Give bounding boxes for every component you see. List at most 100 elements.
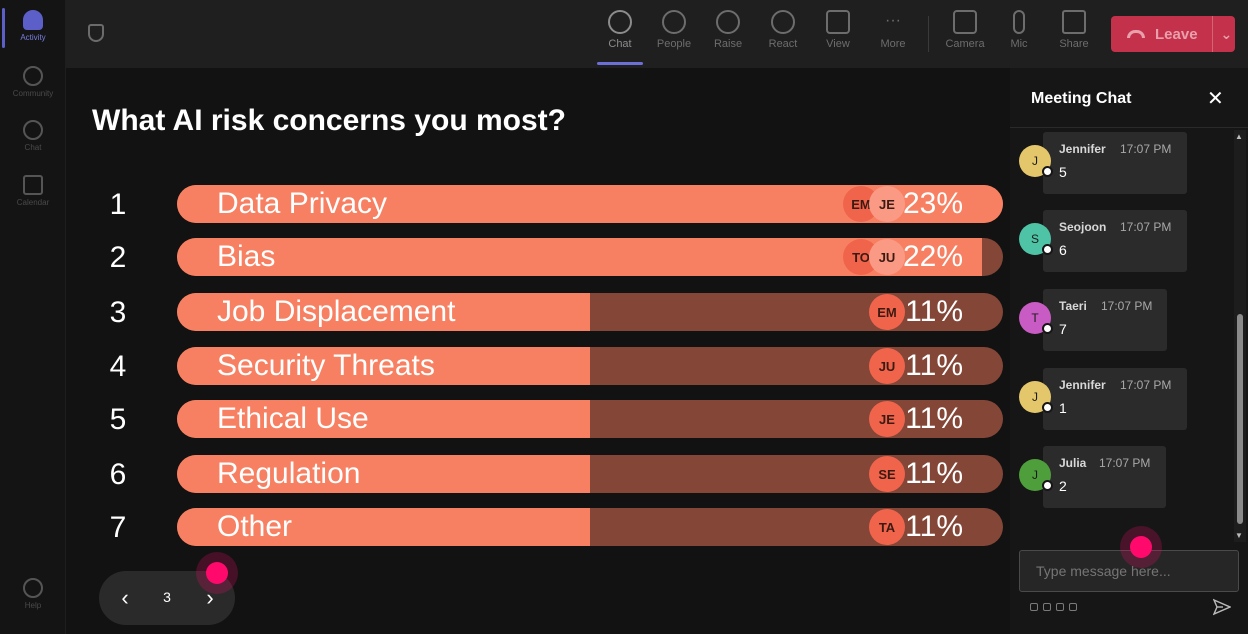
scroll-down-icon[interactable]: ▼	[1235, 531, 1243, 540]
option-percent: 11%	[905, 510, 963, 543]
rail-item-label: Calendar	[16, 198, 50, 207]
result-bar: Ethical Use JE 11%	[177, 400, 1003, 438]
option-percent: 11%	[905, 295, 963, 328]
rail-item-help[interactable]: Help	[0, 578, 66, 610]
poll-option-row: 4 Security Threats JU 11%	[66, 347, 1010, 385]
option-label: Security Threats	[217, 349, 435, 382]
chat-message[interactable]: Seojoon 17:07 PM 6	[1043, 210, 1187, 272]
message-timestamp: 17:07 PM	[1120, 142, 1172, 156]
format-icon[interactable]	[1030, 603, 1038, 611]
compose-tools	[1030, 603, 1077, 611]
poll-option-row: 5 Ethical Use JE 11%	[66, 400, 1010, 438]
message-text: 6	[1059, 242, 1067, 258]
close-icon[interactable]: ✕	[1207, 88, 1224, 110]
view-button[interactable]: View	[814, 10, 862, 50]
chat-message[interactable]: Jennifer 17:07 PM 5	[1043, 132, 1187, 194]
option-label: Bias	[217, 240, 276, 273]
poll-option-row: 3 Job Displacement EM 11%	[66, 293, 1010, 331]
presence-indicator	[1042, 244, 1053, 255]
send-icon[interactable]	[1213, 598, 1231, 616]
result-bar: Regulation SE 11%	[177, 455, 1003, 493]
share-button-label: Share	[1059, 38, 1089, 50]
raise-hand-button[interactable]: Raise	[704, 10, 752, 50]
avatar[interactable]: J	[1019, 145, 1053, 177]
chevron-left-icon[interactable]: ‹	[121, 585, 129, 610]
option-percent: 11%	[905, 349, 963, 382]
rail-item-community[interactable]: Community	[0, 66, 66, 98]
toolbar-divider	[928, 16, 929, 52]
more-button[interactable]: ··· More	[869, 10, 917, 50]
sender-name: Jennifer	[1059, 142, 1106, 156]
chat-header: Meeting Chat ✕	[1010, 68, 1248, 128]
rail-item-chat[interactable]: Chat	[0, 120, 66, 152]
emoji-icon[interactable]	[1056, 603, 1064, 611]
cursor-indicator	[206, 562, 228, 584]
bell-icon	[23, 10, 43, 30]
option-rank: 7	[109, 511, 127, 544]
sender-name: Taeri	[1059, 299, 1087, 313]
result-bar-fill	[177, 455, 590, 493]
option-percent: 11%	[905, 457, 963, 490]
avatar-initial: T	[1031, 311, 1039, 325]
avatar[interactable]: S	[1019, 223, 1053, 255]
chat-title: Meeting Chat	[1031, 90, 1132, 107]
result-bar: Job Displacement EM 11%	[177, 293, 1003, 331]
voter-avatar: JU	[869, 239, 905, 275]
gif-icon[interactable]	[1069, 603, 1077, 611]
hang-up-icon	[1127, 30, 1145, 38]
avatar[interactable]: J	[1019, 459, 1053, 491]
raise-button-label: Raise	[713, 38, 743, 50]
share-button[interactable]: Share	[1050, 10, 1098, 50]
scroll-up-icon[interactable]: ▲	[1235, 132, 1243, 141]
share-icon	[1062, 10, 1086, 34]
result-bar-fill	[177, 293, 590, 331]
rail-item-activity[interactable]: Activity	[0, 10, 66, 42]
option-rank: 1	[109, 188, 127, 221]
voter-avatar: JU	[869, 348, 905, 384]
result-bar: Other TA 11%	[177, 508, 1003, 546]
community-icon	[23, 66, 43, 86]
mic-button[interactable]: Mic	[995, 10, 1043, 50]
chevron-right-icon[interactable]: ›	[206, 585, 214, 610]
chat-scrollbar[interactable]: ▲ ▼	[1234, 130, 1246, 542]
avatar[interactable]: T	[1019, 302, 1053, 334]
message-timestamp: 17:07 PM	[1101, 299, 1153, 313]
chat-message[interactable]: Julia 17:07 PM 2	[1043, 446, 1166, 508]
poll-option-row: 1 Data Privacy EM JE 23%	[66, 185, 1010, 223]
message-timestamp: 17:07 PM	[1120, 378, 1172, 392]
leave-button[interactable]: Leave ⌄	[1111, 16, 1235, 52]
app-rail: Activity Community Chat Calendar Help	[0, 0, 66, 634]
sender-name: Jennifer	[1059, 378, 1106, 392]
option-label: Data Privacy	[217, 187, 388, 220]
people-button[interactable]: People	[650, 10, 698, 50]
option-label: Regulation	[217, 457, 361, 490]
leave-divider	[1211, 16, 1213, 52]
voter-avatar: TA	[869, 509, 905, 545]
meeting-chat-panel: Meeting Chat ✕ Jennifer 17:07 PM 5 J Seojoon…	[1010, 68, 1248, 634]
chat-message[interactable]: Jennifer 17:07 PM 1	[1043, 368, 1187, 430]
poll-option-row: 6 Regulation SE 11%	[66, 455, 1010, 493]
avatar[interactable]: J	[1019, 381, 1053, 413]
result-bar: Data Privacy EM JE 23%	[177, 185, 1003, 223]
rail-active-indicator	[2, 8, 5, 48]
attach-icon[interactable]	[1043, 603, 1051, 611]
message-text: 1	[1059, 400, 1067, 416]
chat-message-input[interactable]	[1019, 550, 1239, 592]
message-text: 7	[1059, 321, 1067, 337]
chevron-down-icon[interactable]: ⌄	[1220, 25, 1233, 42]
rail-item-label: Help	[24, 601, 42, 610]
rail-item-calendar[interactable]: Calendar	[0, 175, 66, 207]
camera-button[interactable]: Camera	[941, 10, 989, 50]
chat-message[interactable]: Taeri 17:07 PM 7	[1043, 289, 1167, 351]
help-icon	[23, 578, 43, 598]
poll-question: What AI risk concerns you most?	[92, 104, 566, 137]
presence-indicator	[1042, 402, 1053, 413]
scroll-thumb[interactable]	[1237, 314, 1243, 524]
chat-icon	[23, 120, 43, 140]
react-button[interactable]: React	[759, 10, 807, 50]
camera-off-icon	[953, 10, 977, 34]
chat-button[interactable]: Chat	[596, 10, 644, 50]
poll-stage: What AI risk concerns you most? 1 Data Pr…	[66, 68, 1010, 634]
cursor-indicator	[1130, 536, 1152, 558]
leave-button-label: Leave	[1155, 25, 1198, 43]
